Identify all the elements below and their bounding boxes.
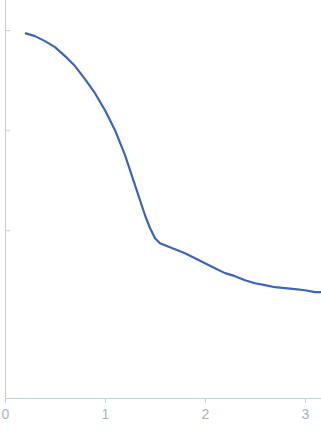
- y-tick-mark: [5, 30, 10, 31]
- x-tick-mark: [305, 398, 306, 403]
- x-tick: 0: [2, 398, 10, 422]
- y-axis-line: [5, 1, 6, 399]
- y-tick: [5, 230, 10, 231]
- x-axis-line: [6, 398, 321, 399]
- x-tick-label: 2: [202, 406, 210, 422]
- x-tick-mark: [205, 398, 206, 403]
- x-tick: 3: [302, 398, 310, 422]
- x-axis: 0 1 2 3: [2, 398, 321, 422]
- x-tick-mark: [5, 398, 6, 403]
- y-tick-mark: [5, 130, 10, 131]
- plot: 0 1 2 3: [2, 1, 321, 422]
- x-tick-label: 1: [102, 406, 110, 422]
- x-tick-mark: [105, 398, 106, 403]
- data-line: [25, 33, 321, 292]
- y-axis: [5, 1, 10, 399]
- x-tick: 2: [202, 398, 210, 422]
- chart: 0 1 2 3: [0, 0, 321, 437]
- x-tick-label: 3: [302, 406, 310, 422]
- x-tick-label: 0: [2, 406, 10, 422]
- y-tick: [5, 130, 10, 131]
- y-tick-mark: [5, 230, 10, 231]
- data: [25, 33, 321, 292]
- y-tick: [5, 30, 10, 31]
- x-tick: 1: [102, 398, 110, 422]
